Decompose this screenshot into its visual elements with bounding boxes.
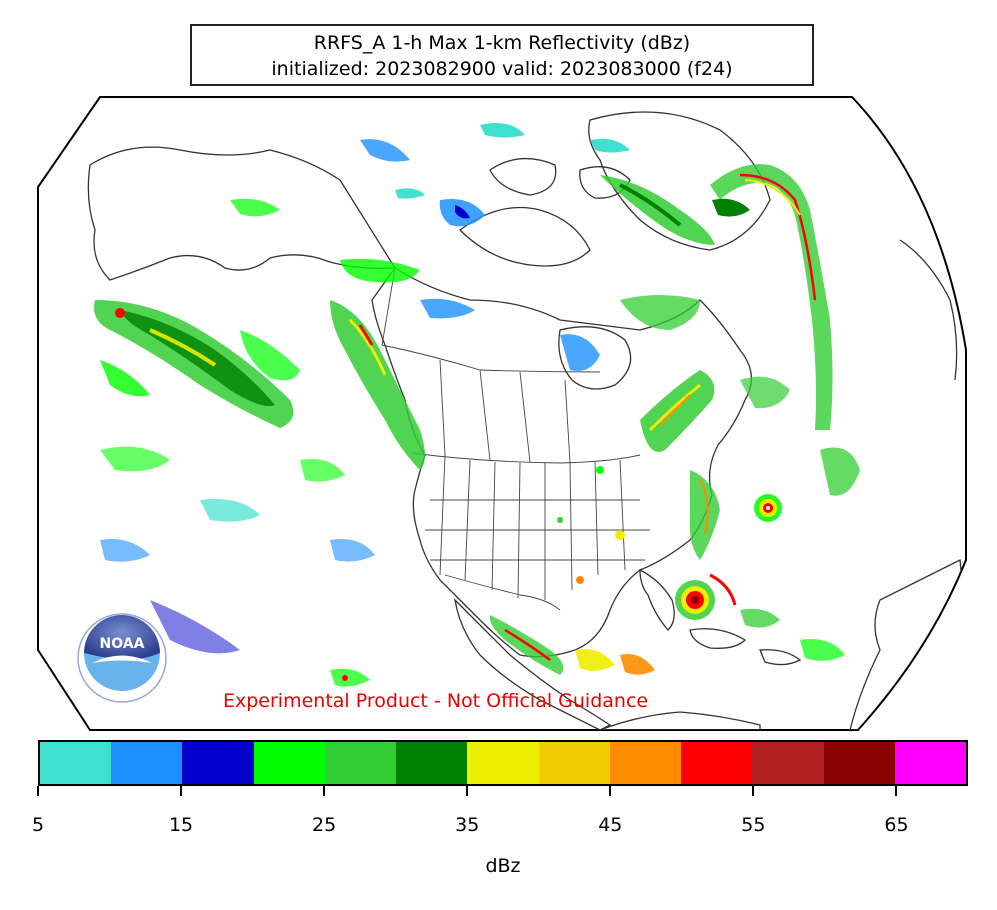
- disclaimer-text: Experimental Product - Not Official Guid…: [223, 690, 649, 712]
- colorbar-bin-25: [324, 742, 397, 784]
- colorbar-unit: dBz: [485, 855, 521, 877]
- map-frame: [37, 96, 967, 731]
- colorbar-tick: [323, 786, 326, 796]
- colorbar-tick: [180, 786, 183, 796]
- title-box: RRFS_A 1-h Max 1-km Reflectivity (dBz) i…: [190, 24, 814, 86]
- colorbar-tick-label: 35: [455, 814, 480, 836]
- colorbar-tick-label: 55: [741, 814, 766, 836]
- colorbar-tick-label: 15: [168, 814, 194, 836]
- reflectivity-map: NOAA: [37, 96, 967, 731]
- colorbar-tick-label: 5: [31, 814, 45, 836]
- colorbar-bin-65: [894, 742, 967, 784]
- colorbar-bin-20: [253, 742, 325, 784]
- colorbar-bin-10: [111, 742, 183, 784]
- colorbar-bin-35: [467, 742, 539, 784]
- colorbar-bin-5: [40, 742, 112, 784]
- noaa-logo: NOAA: [72, 608, 172, 708]
- colorbar-tick-label: 45: [598, 814, 623, 836]
- colorbar-bin-55: [752, 742, 824, 784]
- colorbar-tick: [609, 786, 612, 796]
- colorbar-bin-15: [182, 742, 254, 784]
- colorbar-tick: [752, 786, 755, 796]
- colorbar: [38, 740, 968, 786]
- colorbar-tick: [466, 786, 469, 796]
- colorbar-bin-45: [609, 742, 682, 784]
- title-line-2: initialized: 2023082900 valid: 202308300…: [271, 58, 733, 80]
- colorbar-tick: [37, 786, 39, 796]
- colorbar-tick: [895, 786, 898, 796]
- title-line-1: RRFS_A 1-h Max 1-km Reflectivity (dBz): [313, 32, 691, 54]
- logo-acronym: NOAA: [100, 636, 145, 652]
- colorbar-bin-60: [823, 742, 895, 784]
- colorbar-tick-label: 25: [312, 814, 337, 836]
- colorbar-bin-50: [681, 742, 753, 784]
- political-borders: [381, 267, 650, 611]
- colorbar-tick-label: 65: [884, 814, 909, 836]
- colorbar-bin-40: [538, 742, 610, 784]
- reflectivity-field: [94, 122, 860, 687]
- colorbar-bin-30: [396, 742, 468, 784]
